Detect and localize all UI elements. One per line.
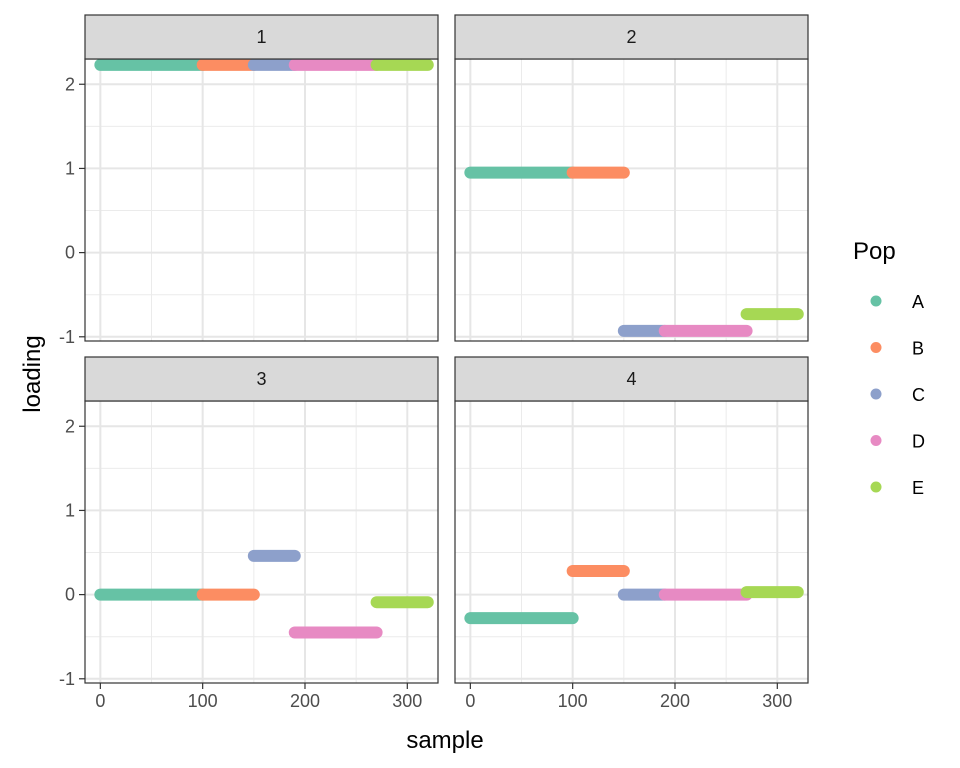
panel-background — [455, 59, 808, 341]
facet-panel-3: 3 -1 0 1 2 0 100 200 300 — [59, 356, 439, 711]
legend-item-C: C — [870, 385, 925, 405]
legend-key — [870, 435, 882, 446]
y-tick-label: -1 — [59, 327, 75, 347]
panel-background — [85, 401, 438, 683]
y-tick-label: 2 — [65, 416, 75, 436]
x-tick-label: 100 — [188, 691, 218, 711]
legend-label: C — [912, 385, 925, 405]
facet-strip — [84, 356, 439, 402]
y-tick-label: 0 — [65, 585, 75, 605]
y-tick-label: 1 — [65, 500, 75, 520]
y-axis-title: loading — [19, 335, 46, 412]
facet-panel-4: 4 0 100 200 300 — [454, 356, 809, 711]
panel-background — [85, 59, 438, 341]
x-tick-label: 0 — [465, 691, 475, 711]
legend-items: A B C D E — [870, 292, 925, 498]
legend-key — [870, 481, 882, 493]
y-tick-label: 1 — [65, 158, 75, 178]
legend-item-E: E — [870, 478, 924, 498]
legend-key — [870, 388, 882, 400]
x-tick-label: 100 — [558, 691, 588, 711]
x-tick-label: 200 — [660, 691, 690, 711]
facet-strip — [84, 14, 439, 60]
facet-panel-1: 1 -1 0 1 2 — [59, 14, 439, 347]
x-tick-label: 200 — [290, 691, 320, 711]
facet-strip-label: 2 — [626, 27, 636, 47]
legend-item-D: D — [870, 432, 925, 452]
legend-key — [870, 295, 882, 307]
facet-panel-2: 2 — [454, 14, 809, 342]
facet-strip-label: 4 — [626, 369, 636, 389]
legend-title: Pop — [853, 238, 896, 265]
legend-label: D — [912, 432, 925, 452]
y-tick-label: 0 — [65, 243, 75, 263]
facet-strip-label: 1 — [256, 27, 266, 47]
facet-strip-label: 3 — [256, 369, 266, 389]
panel-background — [455, 401, 808, 683]
y-tick-label: 2 — [65, 74, 75, 94]
facet-strip — [454, 14, 809, 60]
y-tick-label: -1 — [59, 669, 75, 689]
legend-label: B — [912, 339, 924, 359]
facet-strip — [454, 356, 809, 402]
x-axis-title: sample — [406, 727, 483, 754]
legend-item-B: B — [870, 339, 924, 359]
facet-panels: 1 -1 0 1 2 2 3 -1 0 1 2 0 100 200 300 4 0 100 200 300 — [59, 14, 809, 711]
legend: Pop A B C D E — [853, 238, 925, 498]
legend-label: E — [912, 478, 924, 498]
legend-label: A — [912, 292, 924, 312]
legend-key — [870, 342, 882, 353]
x-tick-label: 300 — [392, 691, 422, 711]
x-tick-label: 300 — [762, 691, 792, 711]
x-tick-label: 0 — [95, 691, 105, 711]
legend-item-A: A — [870, 292, 924, 312]
